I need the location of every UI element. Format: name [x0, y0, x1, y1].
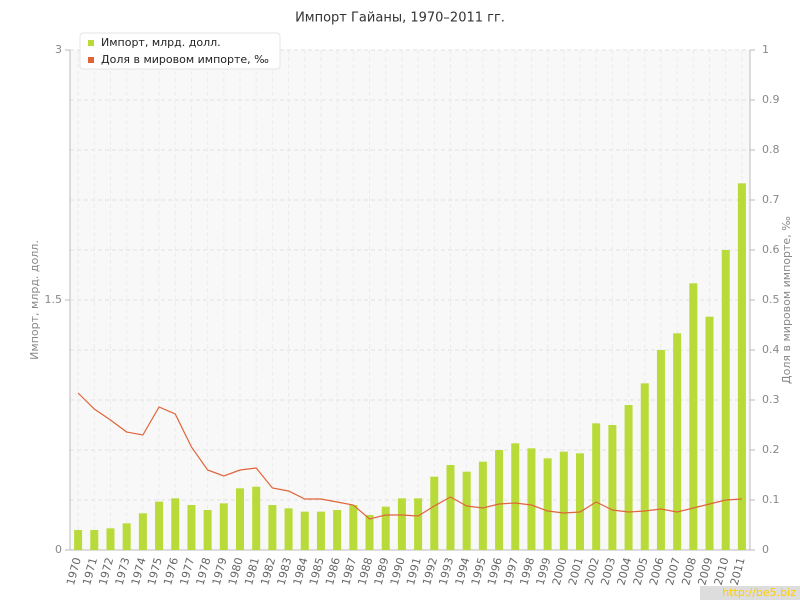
- bar: [203, 510, 212, 550]
- y-tick-label: 3: [55, 43, 62, 56]
- bar: [689, 283, 698, 550]
- line: [77, 392, 742, 520]
- bar: [414, 498, 423, 550]
- bar: [495, 450, 504, 550]
- y2-tick-label: 0.6: [762, 243, 780, 256]
- bar: [381, 506, 390, 550]
- legend-swatch: [88, 40, 94, 46]
- watermark-bg: [700, 586, 800, 600]
- y2-axis-title: Доля в мировом импорте, ‰: [780, 216, 793, 384]
- bar: [446, 465, 455, 550]
- bar: [430, 476, 439, 550]
- bar: [640, 383, 649, 550]
- bar: [559, 451, 568, 550]
- bar: [737, 183, 746, 551]
- bar: [462, 471, 471, 550]
- bar: [268, 505, 277, 550]
- bar: [187, 505, 196, 550]
- legend-box: [79, 32, 281, 70]
- y2-tick-label: 0.7: [762, 193, 780, 206]
- y2-tick-label: 0.2: [762, 443, 780, 456]
- bar: [300, 511, 309, 550]
- bar: [721, 250, 730, 550]
- bar: [138, 513, 147, 550]
- bar: [592, 423, 601, 550]
- bar: [171, 498, 180, 550]
- bar: [511, 443, 520, 550]
- y2-tick-label: 0.1: [762, 493, 780, 506]
- bar: [673, 333, 682, 550]
- bar: [397, 498, 406, 550]
- y2-tick-label: 0.8: [762, 143, 780, 156]
- bar: [252, 486, 261, 550]
- y2-tick-label: 0.3: [762, 393, 780, 406]
- bar: [316, 511, 325, 550]
- bar: [656, 350, 665, 550]
- y2-tick-label: 0.4: [762, 343, 780, 356]
- bar: [624, 405, 633, 550]
- bar: [705, 316, 714, 550]
- bar: [608, 425, 617, 550]
- bar: [74, 530, 83, 550]
- bar: [236, 488, 244, 550]
- watermark: http://be5.biz: [722, 586, 796, 599]
- bar: [478, 461, 487, 550]
- bar: [365, 515, 374, 550]
- bar: [333, 510, 342, 550]
- bar: [219, 503, 228, 550]
- bar: [576, 453, 584, 550]
- y-tick-label: 0: [55, 543, 62, 556]
- bar: [527, 448, 536, 550]
- legend-label: Доля в мировом импорте, ‰: [101, 53, 269, 66]
- y2-tick-label: 0.9: [762, 93, 780, 106]
- y-axis-title: Импорт, млрд. долл.: [28, 240, 41, 360]
- y-tick-label: 1.5: [45, 293, 63, 306]
- legend-label: Импорт, млрд. долл.: [101, 36, 221, 49]
- y2-tick-label: 0.5: [762, 293, 780, 306]
- bar: [543, 458, 552, 550]
- bar: [90, 530, 99, 550]
- y2-tick-label: 0: [762, 543, 769, 556]
- bar: [155, 501, 164, 550]
- chart-title: Импорт Гайаны, 1970–2011 гг.: [295, 11, 505, 26]
- bar: [106, 528, 115, 550]
- bar: [284, 508, 293, 550]
- bar: [122, 523, 131, 550]
- y2-tick-label: 1: [762, 43, 769, 56]
- legend-swatch: [88, 57, 94, 63]
- bar: [349, 505, 358, 550]
